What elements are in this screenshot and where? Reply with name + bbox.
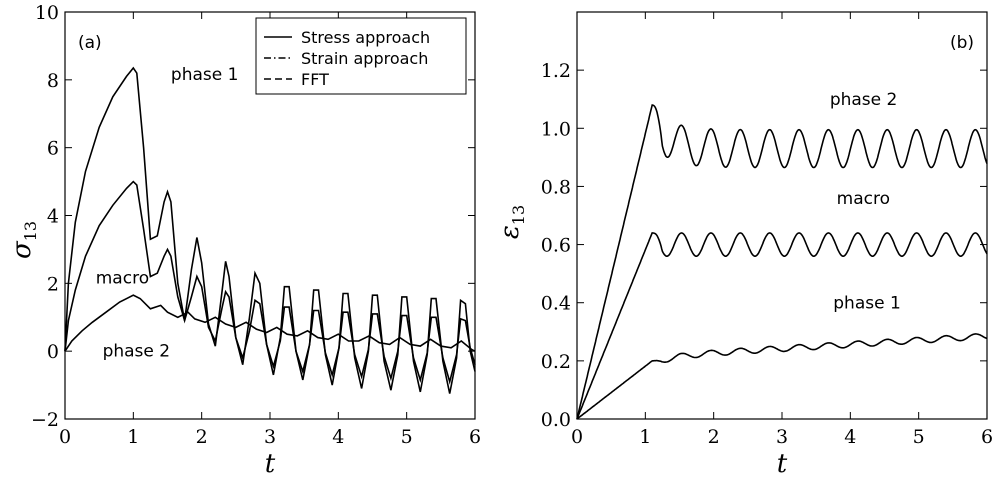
panel-label-a: (a) [78, 33, 102, 53]
xtick-label: 2 [196, 426, 208, 448]
ytick-label: 10 [35, 2, 59, 24]
annotation-phase-1: phase 1 [833, 294, 901, 314]
xtick-label: 4 [332, 426, 344, 448]
panel-label-b: (b) [950, 33, 974, 53]
ticks-b: 0 1 2 3 4 5 6 0.0 0.2 0.4 0.6 0.8 1.0 1.2 [541, 12, 993, 448]
legend-label-stress: Stress approach [301, 28, 430, 47]
series-phase-1 [576, 333, 988, 420]
ytick-label: 1.0 [541, 118, 571, 140]
legend-a: Stress approach Strain approach FFT [255, 17, 467, 95]
xlabel-b: t [777, 449, 788, 479]
xtick-label: 6 [469, 426, 481, 448]
series-phase-2 [576, 104, 988, 420]
ytick-label: −2 [31, 409, 59, 431]
panel-b: 0 1 2 3 4 5 6 0.0 0.2 0.4 0.6 0.8 1.0 1.2 (b) ε13 t p… [495, 11, 993, 479]
xtick-label: 6 [981, 426, 993, 448]
ylabel-b-sub: 13 [509, 205, 528, 225]
ytick-label: 0.6 [541, 235, 571, 257]
ytick-label: 0.8 [541, 176, 571, 198]
xtick-label: 0 [571, 426, 583, 448]
series-macro [64, 180, 476, 385]
annotations-a: phase 1 macro phase 2 [96, 65, 239, 361]
xtick-label: 4 [844, 426, 856, 448]
ylabel-a: σ13 [7, 221, 40, 259]
annotations-b: phase 2 macro phase 1 [830, 90, 901, 314]
series-phase-1 [64, 66, 476, 394]
annotation-macro: macro [96, 268, 149, 288]
ytick-label: 4 [47, 206, 59, 228]
ytick-label: 6 [47, 138, 59, 160]
series-phase-2 [64, 294, 476, 352]
annotation-phase-1: phase 1 [171, 65, 239, 85]
ylabel-b: ε13 [495, 205, 528, 239]
ytick-label: 0 [47, 341, 59, 363]
xtick-label: 0 [59, 426, 71, 448]
xtick-label: 5 [913, 426, 925, 448]
ytick-label: 8 [47, 70, 59, 92]
curves-a [64, 66, 476, 394]
xtick-label: 3 [776, 426, 788, 448]
annotation-macro: macro [837, 189, 890, 209]
curves-b [576, 104, 988, 420]
annotation-phase-2: phase 2 [103, 341, 171, 361]
ytick-label: 0.2 [541, 351, 571, 373]
xlabel-a: t [265, 449, 276, 479]
legend-box [255, 17, 467, 95]
xtick-label: 5 [401, 426, 413, 448]
ytick-label: 0.0 [541, 409, 571, 431]
legend-label-strain: Strain approach [301, 49, 428, 68]
legend-label-fft: FFT [301, 70, 329, 89]
annotation-phase-2: phase 2 [830, 90, 898, 110]
ylabel-a-base: σ [7, 240, 37, 259]
ytick-label: 1.2 [541, 60, 571, 82]
ytick-label: 0.4 [541, 293, 571, 315]
series-macro [576, 232, 988, 420]
ylabel-a-sub: 13 [21, 221, 40, 241]
plot-frame-b [576, 11, 988, 420]
ytick-label: 2 [47, 273, 59, 295]
xtick-label: 2 [708, 426, 720, 448]
xtick-label: 3 [264, 426, 276, 448]
ylabel-b-base: ε [495, 225, 525, 239]
xtick-label: 1 [639, 426, 651, 448]
xtick-label: 1 [127, 426, 139, 448]
